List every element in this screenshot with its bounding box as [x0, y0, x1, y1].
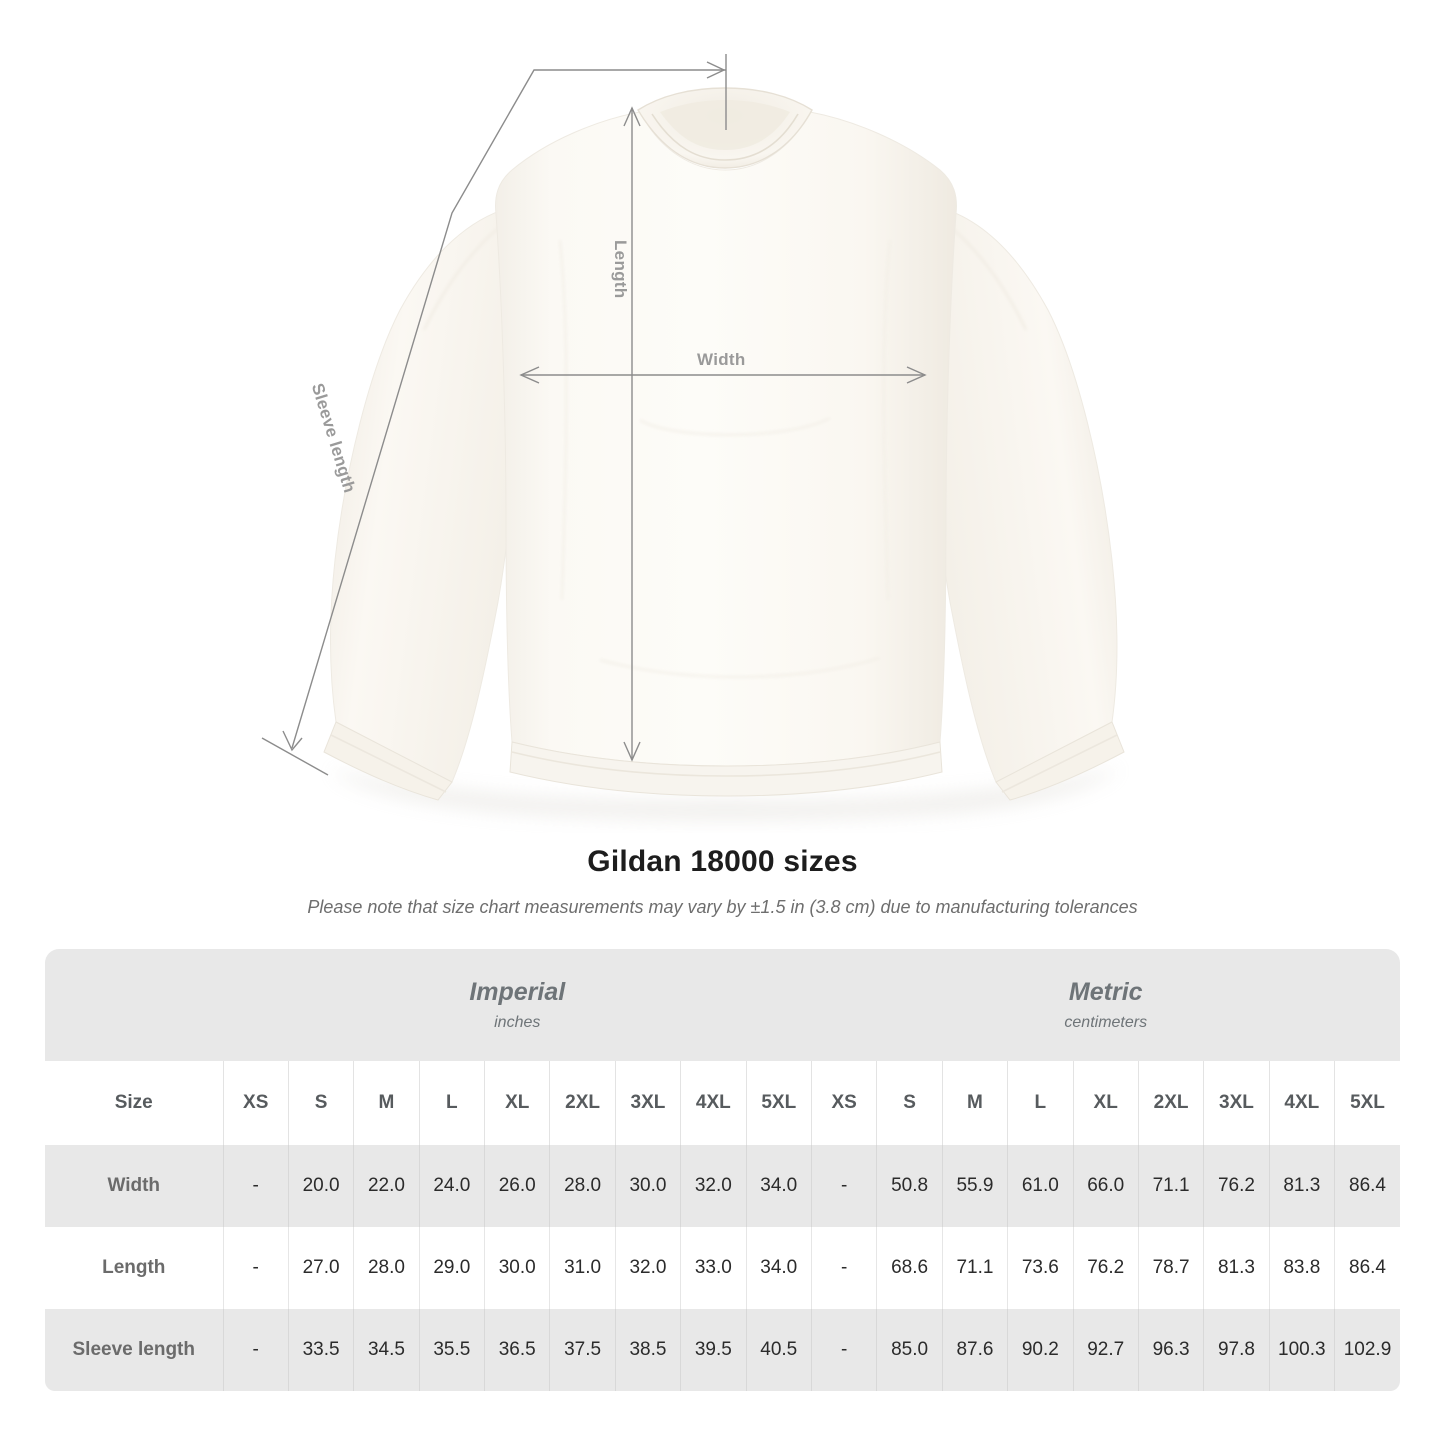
cell-length-metric-3xl: 81.3 [1203, 1227, 1270, 1309]
table-row: Width -20.0 22.0 24.0 26.0 28.0 30.0 32.0 34.0-5… [45, 1145, 1400, 1227]
length-dimension-label: Length [611, 240, 630, 299]
cell-width-imperial-l: 24.0 [418, 1145, 485, 1227]
cell-sleeve-length-imperial-l: 35.5 [418, 1309, 485, 1391]
size-column-header: Size [45, 1061, 224, 1145]
size-header-metric-s: S [876, 1061, 943, 1145]
cell-length-imperial-xs: - [222, 1227, 289, 1309]
cell-width-imperial-3xl: 30.0 [614, 1145, 681, 1227]
size-header-metric-5xl: 5XL [1334, 1061, 1400, 1145]
size-header-imperial-s: S [287, 1061, 354, 1145]
cell-sleeve-length-imperial-2xl: 37.5 [549, 1309, 616, 1391]
size-header-imperial-4xl: 4XL [680, 1061, 747, 1145]
row-label-sleeve-length: Sleeve length [45, 1309, 224, 1391]
size-header-imperial-xs: XS [222, 1061, 289, 1145]
size-header-metric-xl: XL [1072, 1061, 1139, 1145]
size-header-metric-3xl: 3XL [1203, 1061, 1270, 1145]
cell-width-imperial-xs: - [222, 1145, 289, 1227]
size-header-metric-2xl: 2XL [1137, 1061, 1204, 1145]
cell-sleeve-length-imperial-s: 33.5 [287, 1309, 354, 1391]
cell-length-metric-xs: - [810, 1227, 877, 1309]
cell-sleeve-length-metric-s: 85.0 [876, 1309, 943, 1391]
cell-length-imperial-2xl: 31.0 [549, 1227, 616, 1309]
cell-width-imperial-2xl: 28.0 [549, 1145, 616, 1227]
cell-sleeve-length-metric-4xl: 100.3 [1268, 1309, 1335, 1391]
size-header-imperial-xl: XL [484, 1061, 550, 1145]
cell-length-metric-xl: 76.2 [1072, 1227, 1139, 1309]
cell-length-imperial-l: 29.0 [418, 1227, 485, 1309]
row-label-width: Width [45, 1145, 224, 1227]
table-row: Length -27.0 28.0 29.0 30.0 31.0 32.0 33.0 34.0-… [45, 1227, 1400, 1309]
unit-name-metric: Metric [1068, 978, 1143, 1007]
garment-diagram: Length Width Sleeve length [261, 54, 1125, 820]
cell-length-imperial-3xl: 32.0 [614, 1227, 681, 1309]
cell-length-imperial-xl: 30.0 [484, 1227, 550, 1309]
size-header-metric-m: M [941, 1061, 1008, 1145]
cell-length-metric-l: 73.6 [1007, 1227, 1073, 1309]
cell-length-metric-s: 68.6 [876, 1227, 943, 1309]
cell-width-imperial-5xl: 34.0 [745, 1145, 812, 1227]
title-block: Gildan 18000 sizes Please note that size… [0, 845, 1445, 918]
cell-width-metric-s: 50.8 [876, 1145, 943, 1227]
cell-width-imperial-xl: 26.0 [484, 1145, 550, 1227]
cell-width-imperial-s: 20.0 [287, 1145, 354, 1227]
cell-sleeve-length-metric-2xl: 96.3 [1137, 1309, 1204, 1391]
cell-width-metric-5xl: 86.4 [1334, 1145, 1400, 1227]
cell-length-metric-5xl: 86.4 [1334, 1227, 1400, 1309]
unit-banner-imperial: Imperial inches [223, 949, 812, 1061]
size-chart-table: Imperial inches Metric centimeters Size XS S M L… [45, 949, 1400, 1391]
cell-sleeve-length-metric-5xl: 102.9 [1334, 1309, 1400, 1391]
cell-width-metric-xl: 66.0 [1072, 1145, 1139, 1227]
unit-name-imperial: Imperial [469, 978, 566, 1007]
cell-width-imperial-m: 22.0 [353, 1145, 420, 1227]
row-label-length: Length [45, 1227, 224, 1309]
unit-banner-row: Imperial inches Metric centimeters [45, 949, 1400, 1061]
size-header-imperial-5xl: 5XL [745, 1061, 812, 1145]
cell-length-imperial-m: 28.0 [353, 1227, 420, 1309]
cell-length-metric-m: 71.1 [941, 1227, 1008, 1309]
cell-width-metric-xs: - [810, 1145, 877, 1227]
cell-width-metric-l: 61.0 [1007, 1145, 1073, 1227]
cell-width-metric-4xl: 81.3 [1268, 1145, 1335, 1227]
cell-sleeve-length-metric-xs: - [810, 1309, 877, 1391]
size-header-imperial-3xl: 3XL [614, 1061, 681, 1145]
unit-sub-metric: centimeters [1064, 1013, 1148, 1031]
sweatshirt-illustration [261, 54, 1125, 820]
size-header-row: Size XS S M L XL 2XL 3XL 4XL 5XL XS S M L XL 2XL 3XL 4XL 5… [45, 1061, 1400, 1145]
unit-banner-spacer [45, 949, 224, 1061]
cell-sleeve-length-metric-l: 90.2 [1007, 1309, 1073, 1391]
cell-width-metric-2xl: 71.1 [1137, 1145, 1204, 1227]
size-header-imperial-2xl: 2XL [549, 1061, 616, 1145]
table-row: Sleeve length -33.5 34.5 35.5 36.5 37.5 38.5 39… [45, 1309, 1400, 1391]
size-header-metric-l: L [1007, 1061, 1073, 1145]
cell-sleeve-length-metric-xl: 92.7 [1072, 1309, 1139, 1391]
cell-sleeve-length-metric-3xl: 97.8 [1203, 1309, 1270, 1391]
unit-sub-imperial: inches [494, 1013, 541, 1031]
cell-sleeve-length-imperial-xl: 36.5 [484, 1309, 550, 1391]
cell-width-imperial-4xl: 32.0 [680, 1145, 747, 1227]
cell-sleeve-length-imperial-5xl: 40.5 [745, 1309, 812, 1391]
page-title: Gildan 18000 sizes [587, 845, 858, 878]
unit-banner-metric: Metric centimeters [811, 949, 1400, 1061]
cell-sleeve-length-metric-m: 87.6 [941, 1309, 1008, 1391]
cell-width-metric-m: 55.9 [941, 1145, 1008, 1227]
cell-length-imperial-5xl: 34.0 [745, 1227, 812, 1309]
cell-width-metric-3xl: 76.2 [1203, 1145, 1270, 1227]
size-header-imperial-m: M [353, 1061, 420, 1145]
cell-sleeve-length-imperial-m: 34.5 [353, 1309, 420, 1391]
cell-sleeve-length-imperial-4xl: 39.5 [680, 1309, 747, 1391]
cell-length-metric-2xl: 78.7 [1137, 1227, 1204, 1309]
cell-sleeve-length-imperial-xs: - [222, 1309, 289, 1391]
cell-sleeve-length-imperial-3xl: 38.5 [614, 1309, 681, 1391]
cell-length-imperial-4xl: 33.0 [680, 1227, 747, 1309]
size-header-metric-4xl: 4XL [1268, 1061, 1335, 1145]
size-header-imperial-l: L [418, 1061, 485, 1145]
cell-length-metric-4xl: 83.8 [1268, 1227, 1335, 1309]
tolerance-note: Please note that size chart measurements… [307, 897, 1138, 917]
size-header-metric-xs: XS [810, 1061, 877, 1145]
width-dimension-label: Width [697, 350, 746, 369]
cell-length-imperial-s: 27.0 [287, 1227, 354, 1309]
size-chart-table-wrapper: Imperial inches Metric centimeters Size XS S M L… [45, 949, 1400, 1391]
